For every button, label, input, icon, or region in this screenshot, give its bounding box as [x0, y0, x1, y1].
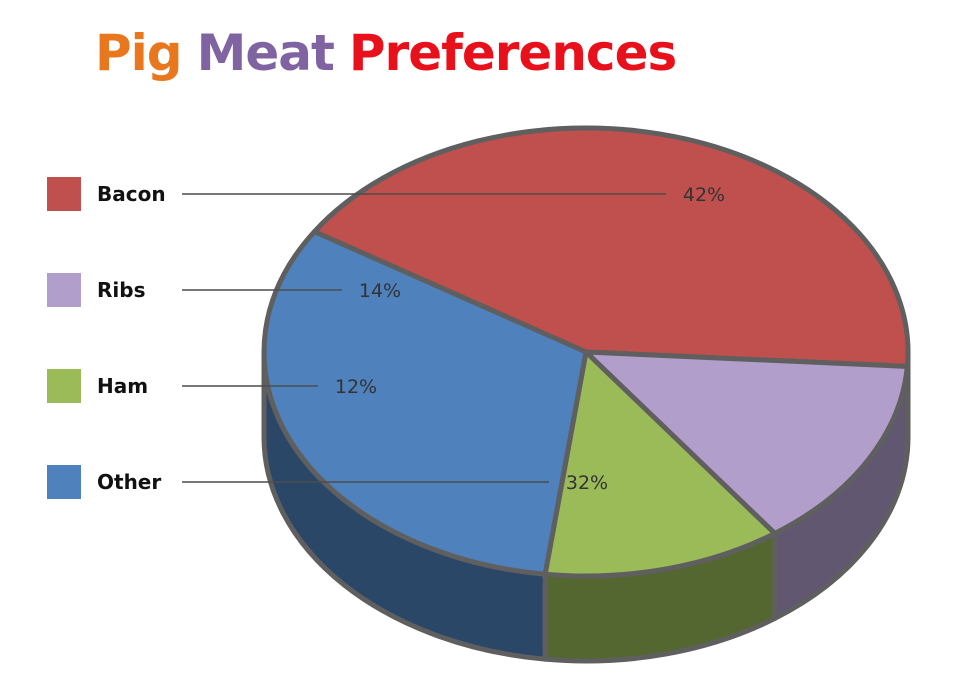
legend-swatch-ham	[47, 369, 81, 403]
data-label-bacon: 42%	[683, 184, 725, 206]
legend-label-ham: Ham	[97, 374, 148, 398]
legend-swatch-other	[47, 465, 81, 499]
legend-swatch-ribs	[47, 273, 81, 307]
legend-label-bacon: Bacon	[97, 182, 166, 206]
pie-slices	[261, 125, 911, 579]
leader-lines	[182, 193, 666, 483]
chart-title: Pig Meat Preferences	[95, 18, 677, 88]
legend-label-other: Other	[97, 470, 161, 494]
data-label-other: 32%	[566, 472, 608, 494]
legend: Bacon Ribs Ham Other	[47, 177, 166, 499]
title-word-preferences: Preferences	[348, 24, 677, 82]
slice-ribs	[583, 349, 910, 536]
title-word-pig: Pig	[95, 24, 183, 82]
data-label-ribs: 14%	[359, 280, 401, 302]
legend-label-ribs: Ribs	[97, 278, 145, 302]
data-labels: 42% 14% 12% 32%	[335, 184, 725, 494]
title-word-meat: Meat	[196, 24, 335, 82]
data-label-ham: 12%	[335, 376, 377, 398]
slice-ham	[542, 349, 778, 579]
slice-other	[261, 229, 589, 577]
legend-swatch-bacon	[47, 177, 81, 211]
slice-bacon	[311, 125, 911, 369]
